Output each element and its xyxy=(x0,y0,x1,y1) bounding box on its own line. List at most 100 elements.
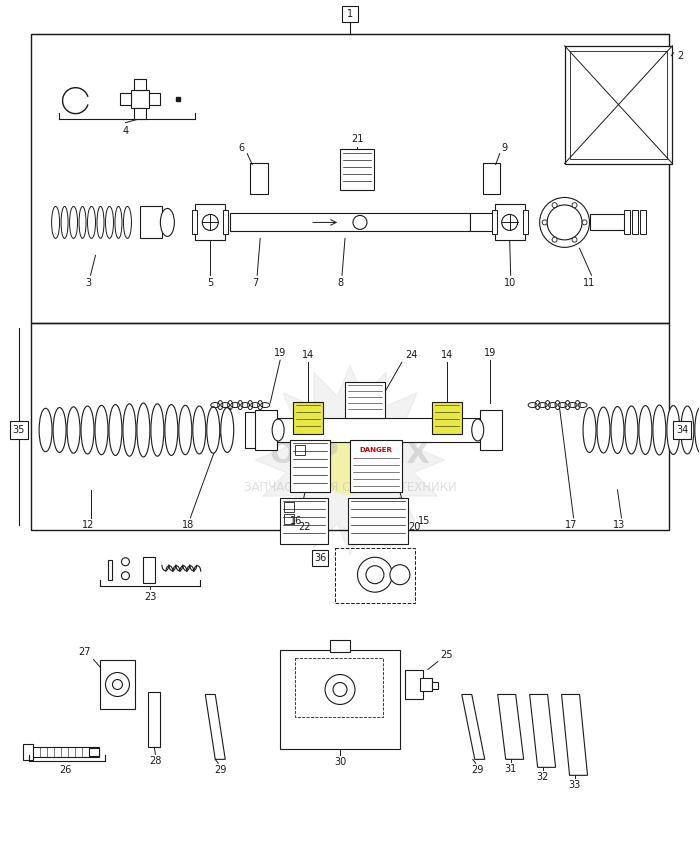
Bar xyxy=(491,210,497,235)
Ellipse shape xyxy=(137,403,150,457)
Bar xyxy=(345,382,385,418)
Bar xyxy=(148,693,160,747)
Text: 26: 26 xyxy=(60,766,72,775)
Text: 27: 27 xyxy=(78,647,90,656)
Bar xyxy=(280,498,328,544)
Ellipse shape xyxy=(540,197,589,248)
Text: 9: 9 xyxy=(502,143,508,152)
Text: 4: 4 xyxy=(122,126,129,136)
Text: 2: 2 xyxy=(678,51,684,61)
Ellipse shape xyxy=(572,237,577,242)
Text: 34: 34 xyxy=(676,425,689,435)
Text: 13: 13 xyxy=(613,520,626,530)
Text: 17: 17 xyxy=(566,520,578,530)
Text: 29: 29 xyxy=(214,766,226,775)
Bar xyxy=(340,149,374,191)
Text: 30: 30 xyxy=(334,758,346,767)
Ellipse shape xyxy=(625,406,638,454)
Text: 5: 5 xyxy=(207,278,214,288)
Bar xyxy=(270,418,484,442)
Bar xyxy=(230,213,470,231)
Polygon shape xyxy=(205,695,225,759)
Ellipse shape xyxy=(160,209,174,236)
Bar xyxy=(144,557,155,583)
Ellipse shape xyxy=(69,206,78,238)
Text: 31: 31 xyxy=(505,765,517,774)
Ellipse shape xyxy=(220,408,234,452)
Text: 19: 19 xyxy=(484,348,496,359)
Text: 14: 14 xyxy=(441,350,453,360)
Polygon shape xyxy=(462,695,484,759)
Text: 36: 36 xyxy=(314,553,326,563)
Bar xyxy=(22,745,33,760)
Ellipse shape xyxy=(583,408,596,452)
Bar xyxy=(350,440,402,492)
Ellipse shape xyxy=(653,405,666,455)
Bar xyxy=(483,163,500,195)
Ellipse shape xyxy=(390,565,410,585)
Bar xyxy=(284,514,294,524)
Text: 25: 25 xyxy=(440,650,452,660)
Bar xyxy=(480,410,502,450)
Ellipse shape xyxy=(353,216,367,229)
Bar xyxy=(632,210,638,235)
Text: 6: 6 xyxy=(238,143,244,152)
Ellipse shape xyxy=(502,215,518,230)
Bar xyxy=(570,51,667,158)
Ellipse shape xyxy=(611,406,624,454)
Text: 22: 22 xyxy=(298,522,310,532)
Bar xyxy=(495,204,525,241)
Text: 21: 21 xyxy=(351,133,363,144)
Bar xyxy=(134,107,146,119)
Text: 24: 24 xyxy=(405,350,417,360)
Ellipse shape xyxy=(639,405,652,455)
Bar xyxy=(284,502,294,512)
Bar xyxy=(293,402,323,434)
Ellipse shape xyxy=(106,206,113,238)
Ellipse shape xyxy=(81,406,94,454)
Text: 14: 14 xyxy=(302,350,314,360)
Ellipse shape xyxy=(552,203,557,208)
Bar xyxy=(29,747,99,758)
Bar xyxy=(250,163,268,195)
Ellipse shape xyxy=(122,572,130,579)
Text: DANGER: DANGER xyxy=(360,447,393,453)
Text: 15: 15 xyxy=(417,516,430,526)
Text: 18: 18 xyxy=(182,520,195,530)
Text: 32: 32 xyxy=(536,772,549,782)
Bar xyxy=(101,660,135,709)
Bar xyxy=(195,204,225,241)
Ellipse shape xyxy=(542,220,547,225)
Ellipse shape xyxy=(315,425,385,494)
Polygon shape xyxy=(256,365,444,555)
Ellipse shape xyxy=(61,206,68,238)
Ellipse shape xyxy=(597,407,610,453)
Bar xyxy=(405,669,423,700)
Ellipse shape xyxy=(97,206,104,238)
Ellipse shape xyxy=(165,404,178,456)
Bar xyxy=(640,210,646,235)
Ellipse shape xyxy=(123,206,132,238)
Text: 23: 23 xyxy=(144,591,157,602)
Ellipse shape xyxy=(681,406,694,454)
Text: 20: 20 xyxy=(408,522,420,532)
Bar xyxy=(134,79,146,90)
Ellipse shape xyxy=(52,206,60,238)
Ellipse shape xyxy=(115,206,122,238)
Bar xyxy=(432,402,462,434)
Bar xyxy=(88,748,99,756)
Text: 35: 35 xyxy=(13,425,25,435)
Bar xyxy=(673,421,692,439)
Ellipse shape xyxy=(39,408,52,452)
Text: 7: 7 xyxy=(252,278,258,288)
Bar xyxy=(31,34,669,323)
Ellipse shape xyxy=(109,404,122,456)
Bar xyxy=(348,498,408,544)
Bar xyxy=(565,46,673,164)
Ellipse shape xyxy=(547,205,582,240)
Text: 8: 8 xyxy=(337,278,343,288)
Polygon shape xyxy=(530,695,556,767)
Ellipse shape xyxy=(193,406,206,454)
Text: 1: 1 xyxy=(347,9,353,19)
Ellipse shape xyxy=(122,558,130,565)
